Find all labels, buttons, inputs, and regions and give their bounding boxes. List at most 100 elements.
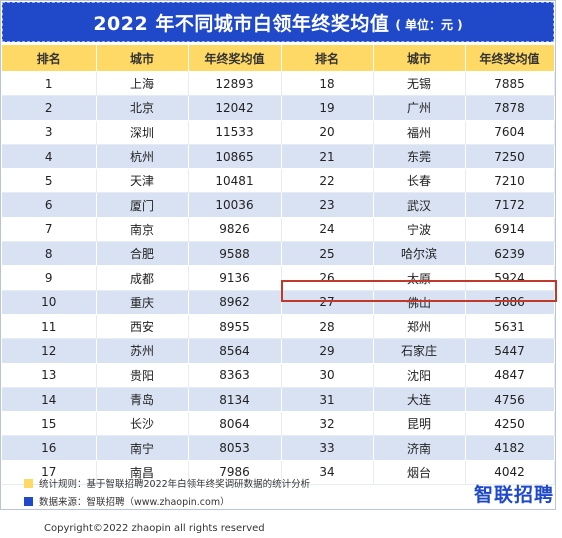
bonus-cell: 4182 <box>465 435 555 461</box>
bonus-cell: 8564 <box>188 338 282 364</box>
table-row: 2 北京 12042 19 广州 7878 <box>2 95 555 121</box>
page-title: 2022 年不同城市白领年终奖均值 <box>93 12 390 35</box>
rank-cell: 14 <box>2 387 97 413</box>
city-cell: 沈阳 <box>373 363 466 388</box>
bonus-cell: 7885 <box>465 71 555 97</box>
bonus-cell: 7210 <box>465 168 555 194</box>
bonus-cell: 9826 <box>188 217 282 243</box>
rank-cell: 7 <box>2 217 97 243</box>
bonus-cell: 8134 <box>188 387 282 413</box>
city-cell: 天津 <box>96 168 189 194</box>
rank-cell: 1 <box>2 71 97 97</box>
rank-cell: 17 <box>2 460 97 486</box>
legend-label: 数据来源：智联招聘（www.zhaopin.com） <box>39 497 230 508</box>
rank-cell: 13 <box>2 363 97 388</box>
rank-cell: 25 <box>281 241 374 267</box>
table-header-row: 排名 城市 年终奖均值 排名 城市 年终奖均值 <box>2 45 555 72</box>
bonus-cell: 11533 <box>188 120 282 145</box>
bonus-cell: 4756 <box>465 387 555 413</box>
bonus-cell: 8962 <box>188 290 282 315</box>
bonus-cell: 5447 <box>465 338 555 364</box>
bonus-cell: 5886 <box>465 290 555 315</box>
bonus-cell: 7986 <box>188 460 282 486</box>
city-cell: 大连 <box>373 387 466 413</box>
bonus-cell: 9136 <box>188 265 282 291</box>
table-row: 4 杭州 10865 21 东莞 7250 <box>2 144 555 170</box>
city-cell: 南京 <box>96 217 189 243</box>
city-cell: 东莞 <box>373 144 466 170</box>
rank-cell: 11 <box>2 314 97 340</box>
bonus-cell: 4042 <box>465 460 555 486</box>
bonus-cell: 7878 <box>465 95 555 121</box>
header-rank-1: 排名 <box>2 45 97 72</box>
city-cell: 南昌 <box>96 460 189 486</box>
bonus-cell: 7250 <box>465 144 555 170</box>
bonus-cell: 12042 <box>188 95 282 121</box>
table-row: 12 苏州 8564 29 石家庄 5447 <box>2 338 555 364</box>
header-bonus-1: 年终奖均值 <box>188 45 282 72</box>
city-cell: 哈尔滨 <box>373 241 466 267</box>
rank-cell: 29 <box>281 338 374 364</box>
city-cell: 北京 <box>96 95 189 121</box>
bonus-cell: 4847 <box>465 363 555 388</box>
table-row: 7 南京 9826 24 宁波 6914 <box>2 217 555 243</box>
city-cell: 厦门 <box>96 192 189 218</box>
brand-logo: 智联招聘 <box>473 484 554 506</box>
city-cell: 太原 <box>373 265 466 291</box>
city-cell: 广州 <box>373 95 466 121</box>
city-cell: 杭州 <box>96 144 189 170</box>
bonus-cell: 10865 <box>188 144 282 170</box>
rank-cell: 4 <box>2 144 97 170</box>
city-cell: 武汉 <box>373 192 466 218</box>
unit-label: ( 单位：元 ) <box>395 17 463 32</box>
city-cell: 重庆 <box>96 290 189 315</box>
bonus-cell: 6914 <box>465 217 555 243</box>
table-row: 17 南昌 7986 34 烟台 4042 <box>2 460 555 486</box>
title-bar: 2022 年不同城市白领年终奖均值 ( 单位：元 ) <box>2 2 554 42</box>
city-cell: 无锡 <box>373 71 466 97</box>
city-cell: 宁波 <box>373 217 466 243</box>
table-row: 5 天津 10481 22 长春 7210 <box>2 168 555 194</box>
ranking-table: 排名 城市 年终奖均值 排名 城市 年终奖均值 1 上海 12893 18 无锡 7885… <box>2 45 555 486</box>
city-cell: 长沙 <box>96 411 189 437</box>
city-cell: 西安 <box>96 314 189 340</box>
legend-swatch <box>24 478 33 488</box>
city-cell: 长春 <box>373 168 466 194</box>
rank-cell: 8 <box>2 241 97 267</box>
legend-label: 统计规则：基于智联招聘2022年白领年终奖调研数据的统计分析 <box>39 479 311 490</box>
rank-cell: 22 <box>281 168 374 194</box>
rank-cell: 19 <box>281 95 374 121</box>
legend-item: 统计规则：基于智联招聘2022年白领年终奖调研数据的统计分析 <box>24 476 310 490</box>
bonus-cell: 7172 <box>465 192 555 218</box>
header-city-2: 城市 <box>373 45 466 72</box>
rank-cell: 18 <box>281 71 374 97</box>
rank-cell: 10 <box>2 290 97 315</box>
table-row: 6 厦门 10036 23 武汉 7172 <box>2 192 555 218</box>
rank-cell: 23 <box>281 192 374 218</box>
city-cell: 上海 <box>96 71 189 97</box>
rank-cell: 32 <box>281 411 374 437</box>
city-cell: 烟台 <box>373 460 466 486</box>
bonus-cell: 6239 <box>465 241 555 267</box>
rank-cell: 6 <box>2 192 97 218</box>
rank-cell: 24 <box>281 217 374 243</box>
rank-cell: 21 <box>281 144 374 170</box>
rank-cell: 31 <box>281 387 374 413</box>
bonus-cell: 8053 <box>188 435 282 461</box>
city-cell: 郑州 <box>373 314 466 340</box>
city-cell: 合肥 <box>96 241 189 267</box>
header-city-1: 城市 <box>96 45 189 72</box>
rank-cell: 30 <box>281 363 374 388</box>
rank-cell: 26 <box>281 265 374 291</box>
city-cell: 石家庄 <box>373 338 466 364</box>
city-cell: 青岛 <box>96 387 189 413</box>
table-row: 10 重庆 8962 27 佛山 5886 <box>2 290 555 315</box>
bonus-cell: 8955 <box>188 314 282 340</box>
rank-cell: 9 <box>2 265 97 291</box>
bonus-cell: 7604 <box>465 120 555 145</box>
table-row: 16 南宁 8053 33 济南 4182 <box>2 435 555 461</box>
bonus-cell: 10481 <box>188 168 282 194</box>
city-cell: 成都 <box>96 265 189 291</box>
bonus-cell: 5924 <box>465 265 555 291</box>
bonus-cell: 8363 <box>188 363 282 388</box>
